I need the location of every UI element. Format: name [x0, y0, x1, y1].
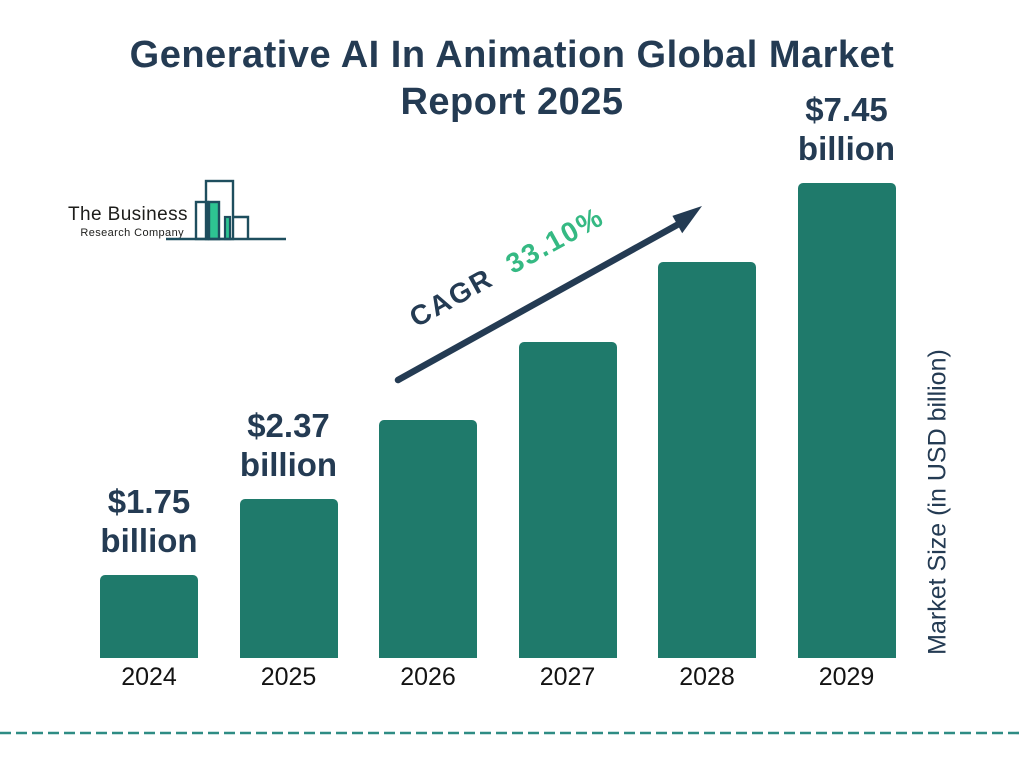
bar-group-2025: $2.37 billion [239, 406, 338, 658]
x-tick-2027: 2027 [539, 663, 596, 691]
bar-group-2026 [379, 420, 477, 658]
chart-title: Generative AI In Animation Global Market… [0, 32, 1024, 126]
value-label-2029-unit: billion [797, 130, 896, 167]
bar-series: $1.75 billion $2.37 billion $7.45 billio… [100, 90, 896, 658]
value-label-2025-amount: $2.37 [247, 407, 330, 444]
chart-title-line1: Generative AI In Animation Global Market [129, 34, 895, 76]
x-tick-2025: 2025 [260, 663, 317, 691]
x-tick-2026: 2026 [400, 663, 456, 691]
x-tick-2028: 2028 [679, 663, 735, 691]
bar-2024 [100, 575, 198, 658]
value-label-2024-amount: $1.75 [107, 483, 191, 520]
bar-2027 [518, 342, 617, 658]
bar-2026 [379, 420, 477, 658]
logo-company-subtitle: Research Company [80, 227, 184, 239]
value-label-2029: $7.45 billion [798, 90, 895, 168]
bottom-dashed-divider [0, 731, 1024, 735]
logo-bar-chart-icon [166, 179, 286, 241]
bar-group-2029: $7.45 billion [797, 90, 896, 658]
bar-group-2024: $1.75 billion [100, 482, 198, 658]
x-tick-2029: 2029 [818, 663, 875, 691]
company-logo-text: The Business Research Company [68, 204, 188, 239]
bar-2025 [239, 499, 338, 658]
bar-2029 [797, 183, 896, 658]
company-logo: The Business Research Company [68, 178, 288, 244]
bar-group-2027 [518, 342, 617, 658]
x-tick-2024: 2024 [121, 663, 177, 691]
value-label-2025-unit: billion [239, 446, 338, 483]
bar-2028 [658, 262, 756, 658]
logo-company-name: The Business [68, 204, 188, 225]
x-axis-labels: 2024 2025 2026 2027 2028 2029 [100, 663, 896, 692]
y-axis-label: Market Size (in USD billion) [923, 349, 952, 655]
value-label-2024-unit: billion [100, 522, 198, 559]
chart-title-line2: Report 2025 [400, 81, 624, 123]
cagr-trend-arrow [394, 206, 702, 384]
value-label-2025: $2.37 billion [240, 406, 337, 484]
bar-group-2028 [658, 262, 756, 658]
value-label-2024: $1.75 billion [100, 482, 197, 560]
value-label-2029-amount: $7.45 [805, 91, 888, 128]
